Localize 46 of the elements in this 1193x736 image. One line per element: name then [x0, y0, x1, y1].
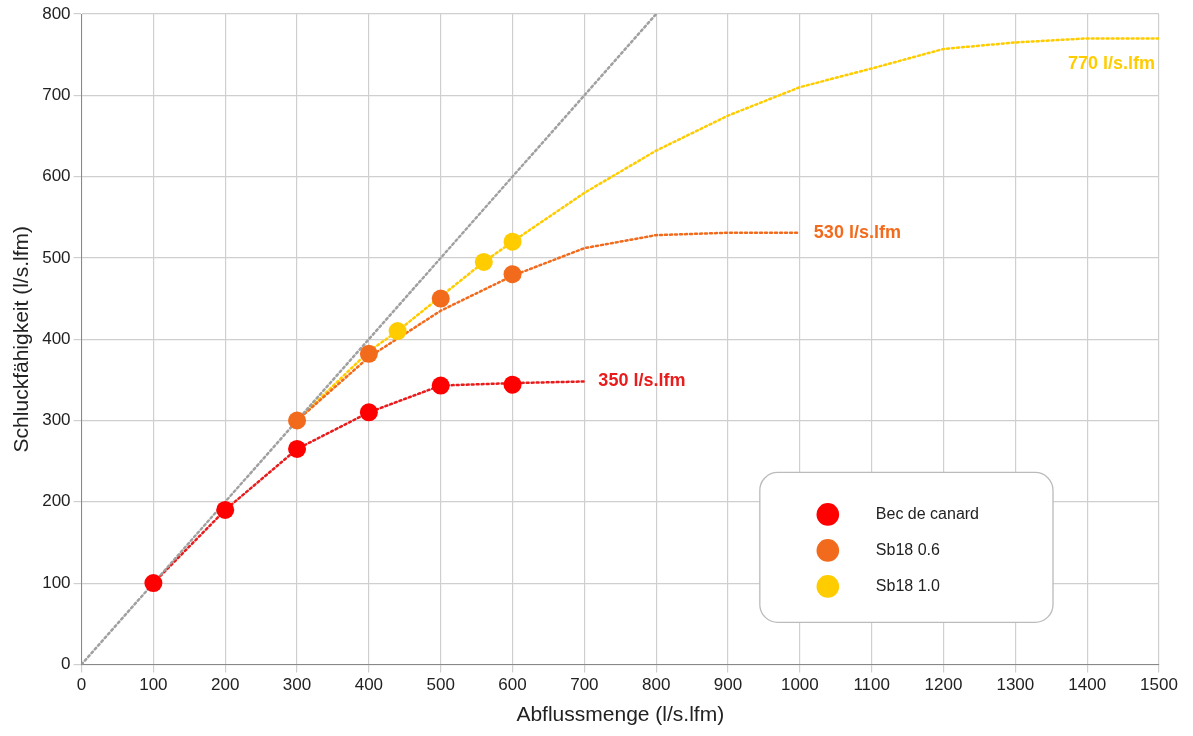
point	[503, 375, 522, 394]
x-tick-label: 400	[354, 675, 384, 695]
x-tick-label: 0	[76, 675, 87, 695]
x-tick-label: 1300	[996, 675, 1035, 695]
point	[388, 322, 407, 341]
annotation: 530 l/s.lfm	[813, 222, 901, 243]
point	[431, 376, 450, 395]
point	[359, 403, 378, 422]
point	[144, 574, 163, 593]
point	[359, 344, 378, 363]
y-tick-label: 800	[42, 3, 71, 23]
y-tick-label: 500	[42, 247, 71, 267]
x-tick-label: 300	[282, 675, 312, 695]
point	[503, 265, 522, 284]
y-axis-title: Schluckfähigkeit (l/s.lfm)	[9, 226, 33, 453]
y-tick-label: 300	[42, 410, 71, 430]
x-tick-label: 200	[211, 675, 240, 695]
y-tick-label: 600	[42, 166, 71, 186]
y-tick-label: 400	[42, 328, 71, 348]
point	[431, 289, 450, 308]
x-tick-label: 1400	[1068, 675, 1107, 695]
x-tick-label: 1000	[780, 675, 819, 695]
x-axis-title: Abflussmenge (l/s.lfm)	[516, 702, 725, 726]
x-tick-label: 100	[139, 675, 168, 695]
x-tick-label: 600	[498, 675, 527, 695]
x-tick-label: 800	[642, 675, 671, 695]
x-tick-label: 1200	[924, 675, 963, 695]
x-tick-label: 1100	[853, 675, 890, 695]
y-tick-label: 700	[42, 84, 71, 104]
x-tick-label: 1500	[1140, 675, 1178, 695]
x-tick-label: 700	[570, 675, 599, 695]
legend-label: Sb18 1.0	[843, 576, 940, 594]
y-tick-label: 0	[61, 654, 71, 674]
legend-label: Bec de canard	[843, 504, 980, 522]
annotation: 350 l/s.lfm	[598, 370, 686, 391]
point	[288, 439, 307, 458]
y-tick-label: 200	[42, 491, 71, 511]
point	[216, 500, 235, 519]
point	[288, 411, 307, 430]
x-tick-label: 900	[713, 675, 743, 695]
annotation: 770 l/s.lfm	[1067, 53, 1155, 74]
point	[503, 232, 522, 251]
x-tick-label: 500	[426, 675, 455, 695]
legend-label: Sb18 0.6	[843, 540, 940, 558]
point	[474, 252, 493, 271]
y-tick-label: 100	[42, 572, 71, 592]
